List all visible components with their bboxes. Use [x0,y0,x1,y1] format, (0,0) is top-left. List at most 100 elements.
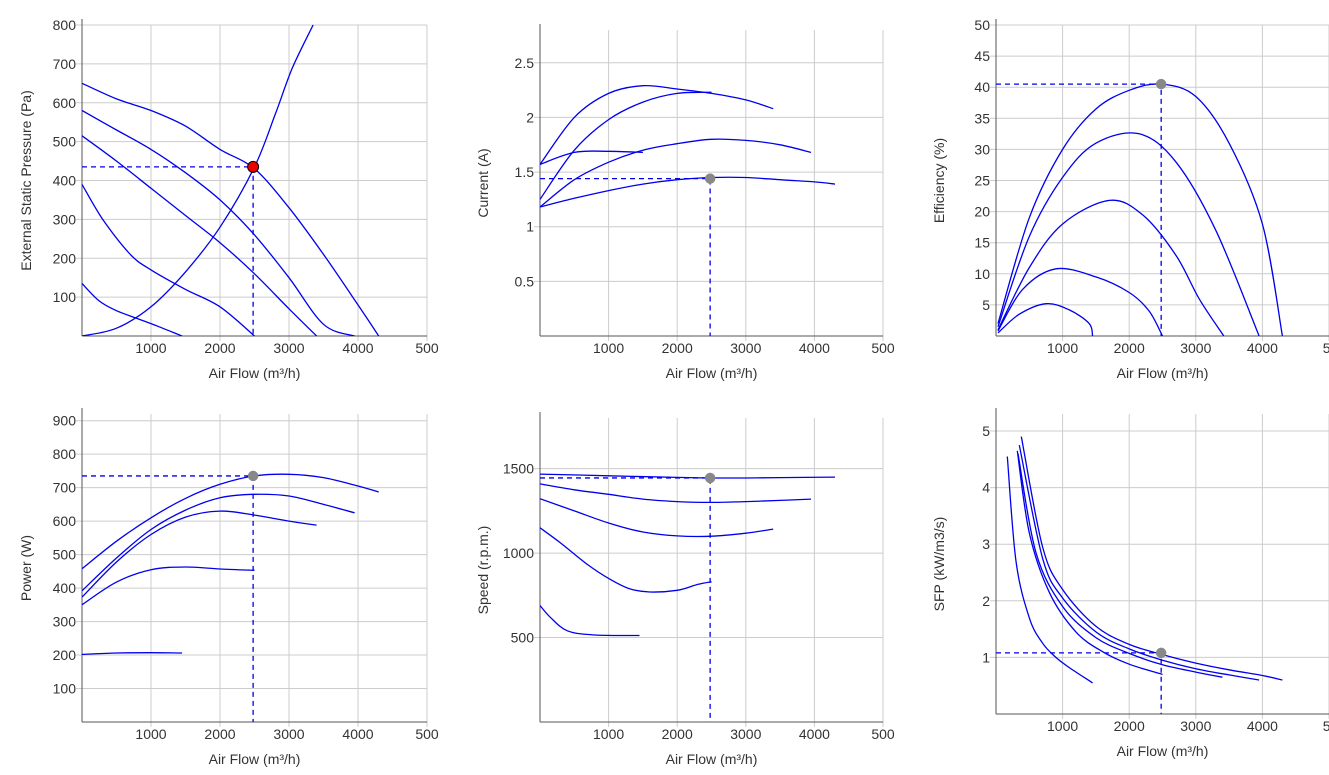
speed-xtick-label: 1000 [593,726,624,742]
pressure-ytick-label: 800 [53,17,77,33]
sfp-xtick-label: 3000 [1180,718,1211,734]
power-series-line [82,493,355,592]
pressure-ytick-label: 600 [53,95,77,111]
pressure-series-line [82,24,314,336]
pressure-xtick-label: 2000 [204,340,235,356]
speed-xtick-label: 500 [871,726,895,742]
current-series-group [540,84,836,208]
speed-ytick-label: 500 [511,630,535,646]
power-series-line [82,473,379,570]
pressure-xtick-label: 3000 [273,340,304,356]
power-ytick-label: 700 [53,480,77,496]
current-ytick-label: 0.5 [515,273,535,289]
sfp-minor-ticks [992,420,996,703]
current-operating-point[interactable] [704,173,716,184]
pressure-xtick-label: 4000 [342,340,373,356]
sfp-y-axis-title: SFP (kW/m3/s) [931,517,947,612]
pressure-operating-point[interactable] [247,160,260,173]
efficiency-xtick-label: 3000 [1180,340,1211,356]
sfp-operating-point[interactable] [1155,647,1167,659]
pressure-series-line [82,109,355,336]
sfp-ytick-label: 2 [982,593,990,609]
power-series-group [82,473,379,656]
speed-y-axis-title: Speed (r.p.m.) [475,526,491,615]
power-operating-guide [82,475,254,722]
efficiency-minor-ticks [992,25,996,330]
sfp-series-line [1016,450,1163,676]
current-y-axis-title: Current (A) [475,148,491,217]
speed-xtick-label: 2000 [662,726,693,742]
current-chart: 1000 2000 3000 4000 500 0.5 1 1.5 2 2.5 Air Flow (… [475,24,895,381]
speed-series-line [540,605,640,637]
pressure-series-line [82,135,318,336]
power-ytick-label: 200 [53,647,77,663]
power-xtick-label: 3000 [273,726,304,742]
pressure-series-line [82,184,255,336]
sfp-xtick-label: 2000 [1114,718,1145,734]
current-series-line [540,138,812,208]
speed-ytick-label: 1000 [503,545,534,561]
power-ytick-label: 600 [53,513,77,529]
power-series-line [82,566,255,606]
pressure-series-line [82,283,183,336]
pressure-y-axis-title: External Static Pressure (Pa) [18,90,34,271]
efficiency-xtick-label: 2000 [1114,340,1145,356]
efficiency-series-group [997,83,1284,336]
efficiency-ytick-label: 5 [982,297,990,313]
pressure-xtick-label: 500 [415,340,439,356]
efficiency-ytick-label: 20 [974,204,990,220]
pressure-ytick-label: 100 [53,289,77,305]
current-xtick-label: 4000 [799,340,830,356]
sfp-series-line [1006,456,1093,684]
current-series-line [540,84,774,165]
pressure-chart: 1000 2000 3000 4000 500 100 200 300 400 500 600 700… [18,17,439,381]
efficiency-ytick-label: 45 [974,48,990,64]
speed-operating-point[interactable] [704,472,716,484]
power-xtick-label: 500 [415,726,439,742]
speed-series-line [540,498,774,538]
pressure-series-group [82,24,380,336]
sfp-chart: 1000 2000 3000 4000 5(1 2 3 4 5 Air Flow (m³/h) SF… [931,408,1329,759]
pressure-xtick-label: 1000 [135,340,166,356]
speed-series-line [540,483,812,504]
speed-minor-ticks [536,418,540,705]
efficiency-operating-point[interactable] [1155,78,1167,90]
current-ytick-label: 1.5 [515,164,535,180]
current-ytick-label: 2 [526,109,534,125]
current-x-axis-title: Air Flow (m³/h) [666,365,758,381]
sfp-xtick-label: 5( [1323,718,1329,734]
power-series-line [82,510,317,598]
power-xtick-label: 2000 [204,726,235,742]
current-series-line [540,176,836,208]
efficiency-series-line [997,302,1094,336]
power-xtick-label: 1000 [135,726,166,742]
sfp-ytick-label: 1 [982,649,990,665]
sfp-ytick-label: 4 [982,480,990,496]
efficiency-y-axis-title: Efficiency (%) [931,138,947,223]
sfp-series-line [1017,453,1223,678]
power-x-axis-title: Air Flow (m³/h) [209,751,301,767]
pressure-x-axis-title: Air Flow (m³/h) [209,365,301,381]
current-xtick-label: 1000 [593,340,624,356]
efficiency-chart: 1000 2000 3000 4000 5(5 10 15 20 25 30 35 40 45 50 Air… [931,17,1329,381]
sfp-operating-guide [996,652,1162,714]
current-xtick-label: 500 [871,340,895,356]
speed-x-axis-title: Air Flow (m³/h) [666,751,758,767]
current-xtick-label: 3000 [730,340,761,356]
efficiency-xtick-label: 1000 [1047,340,1078,356]
sfp-xtick-label: 1000 [1047,718,1078,734]
efficiency-ytick-label: 25 [974,173,990,189]
pressure-operating-guide [82,166,254,336]
efficiency-ytick-label: 30 [974,141,990,157]
power-ytick-label: 100 [53,681,77,697]
efficiency-series-line [997,83,1284,336]
speed-chart: 1000 2000 3000 4000 500 500 1000 1500 Air Flow (… [475,412,895,767]
pressure-ytick-label: 500 [53,134,77,150]
power-ytick-label: 900 [53,413,77,429]
speed-ytick-label: 1500 [503,461,534,477]
speed-operating-guide [540,477,711,722]
sfp-series-line [1020,436,1283,681]
efficiency-series-line [997,132,1260,336]
power-operating-point[interactable] [247,470,259,482]
